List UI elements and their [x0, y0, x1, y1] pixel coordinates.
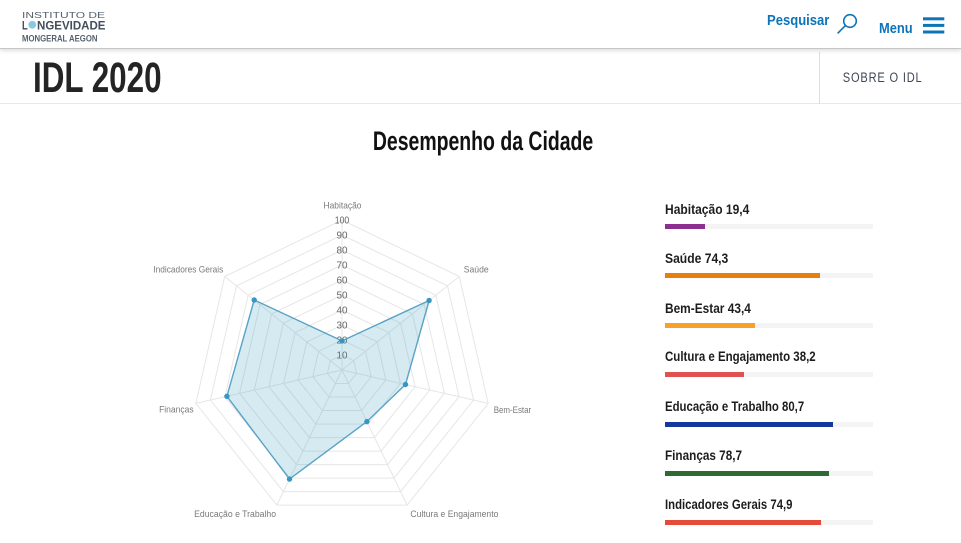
svg-text:Cultura e Engajamento: Cultura e Engajamento	[410, 509, 498, 520]
svg-text:L: L	[22, 20, 28, 33]
svg-text:60: 60	[337, 276, 348, 287]
svg-text:90: 90	[337, 231, 348, 242]
svg-text:50: 50	[337, 291, 348, 302]
svg-text:Finanças: Finanças	[159, 405, 194, 416]
svg-text:NGEVIDADE: NGEVIDADE	[37, 20, 106, 33]
svg-text:Bem-Estar: Bem-Estar	[494, 405, 532, 416]
svg-text:Educação e Trabalho: Educação e Trabalho	[194, 509, 276, 520]
svg-text:Saúde: Saúde	[464, 265, 489, 276]
svg-text:80: 80	[337, 246, 348, 257]
svg-text:Indicadores Gerais: Indicadores Gerais	[153, 265, 223, 276]
svg-text:100: 100	[335, 216, 350, 227]
svg-text:10: 10	[337, 351, 348, 362]
svg-text:30: 30	[337, 321, 348, 332]
svg-text:MONGERAL AEGON: MONGERAL AEGON	[22, 33, 98, 43]
svg-text:Habitação: Habitação	[324, 201, 362, 212]
svg-text:40: 40	[337, 306, 348, 317]
svg-text:INSTITUTO DE: INSTITUTO DE	[22, 10, 105, 20]
svg-text:70: 70	[337, 261, 348, 272]
